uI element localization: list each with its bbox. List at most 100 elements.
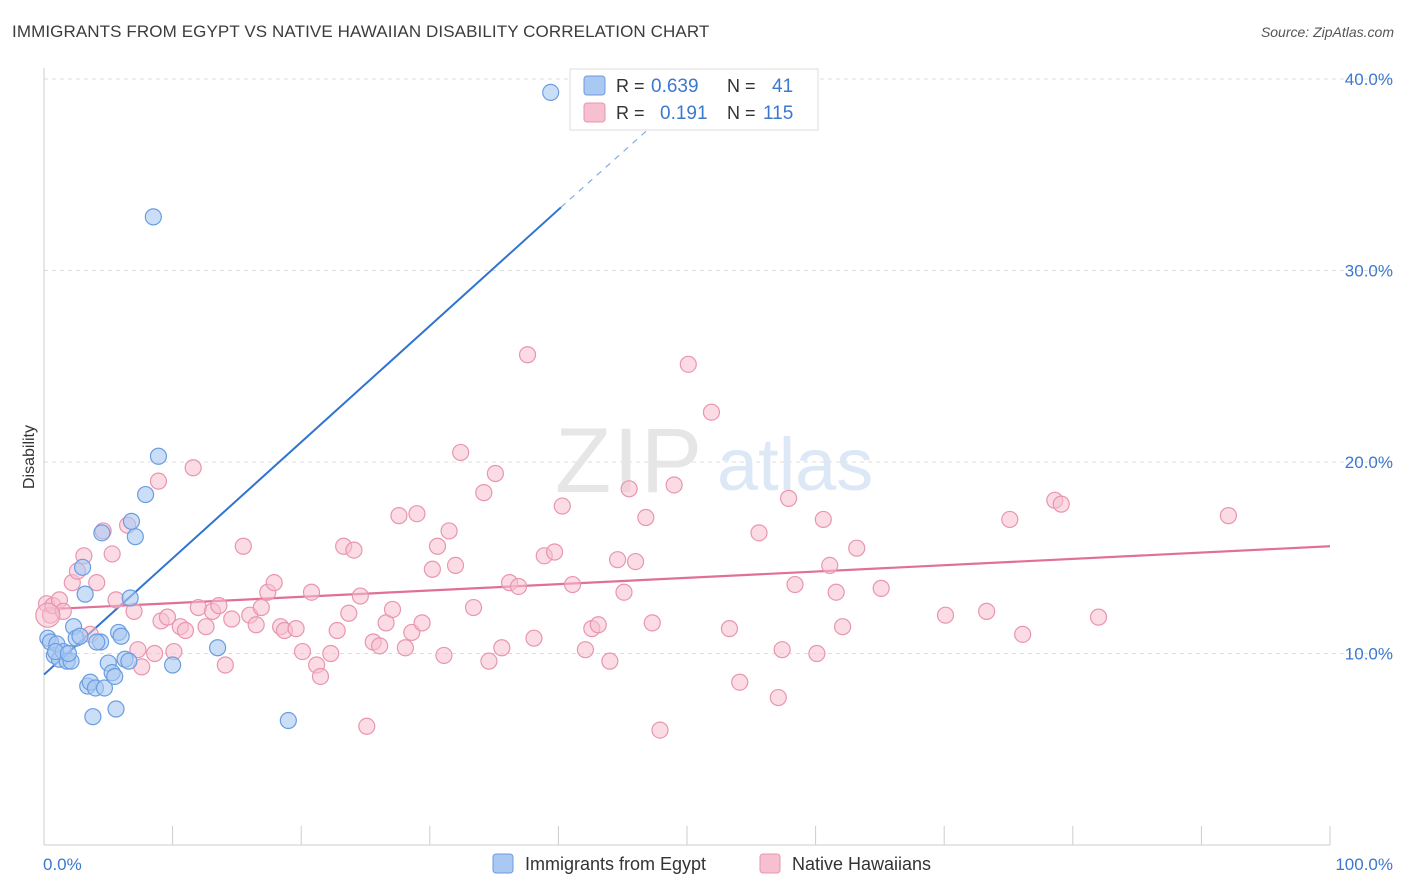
- egypt-point: [106, 667, 124, 686]
- legend: Immigrants from Egypt Native Hawaiians: [492, 853, 931, 874]
- hawaiians-point: [493, 639, 511, 657]
- egypt-point: [144, 208, 162, 226]
- hawaiians-point: [440, 522, 458, 540]
- hawaiians-point: [358, 717, 376, 735]
- egypt-point: [71, 627, 89, 645]
- hawaiians-point: [731, 673, 749, 691]
- hawaiians-point: [428, 537, 447, 555]
- hawaiians-point: [553, 497, 571, 515]
- hawaiians-point: [936, 606, 955, 624]
- hawaiians-point: [525, 629, 543, 647]
- egypt-point: [279, 711, 297, 730]
- native-hawaiians-points: [35, 346, 1238, 739]
- hawaiians-point: [265, 574, 283, 592]
- egypt-point: [149, 447, 168, 465]
- hawaiians-point: [247, 616, 265, 634]
- watermark: ZIP atlas: [555, 410, 873, 512]
- hawaiians-point: [750, 524, 768, 542]
- egypt-point: [73, 558, 92, 576]
- egypt-point: [209, 639, 227, 657]
- hawaiians-point: [620, 480, 638, 498]
- stats-n-label-2: N =: [727, 103, 756, 123]
- hawaiians-point: [486, 464, 504, 483]
- egypt-point: [120, 652, 138, 670]
- hawaiians-point: [589, 616, 607, 634]
- hawaiians-point: [821, 556, 839, 575]
- stats-r-label-1: R =: [616, 76, 645, 96]
- hawaiians-point: [184, 459, 202, 477]
- egypt-point: [122, 512, 141, 530]
- hawaiians-point: [446, 556, 465, 575]
- hawaiians-point: [1089, 608, 1108, 626]
- x-tick-label-max: 100.0%: [1335, 855, 1393, 874]
- hawaiians-point: [608, 551, 627, 569]
- stats-swatch-pink: [583, 102, 606, 123]
- hawaiians-point: [773, 641, 791, 659]
- stats-n-label-1: N =: [727, 76, 756, 96]
- hawaiians-point: [371, 637, 389, 655]
- egypt-point: [76, 585, 94, 603]
- hawaiians-point: [643, 614, 661, 632]
- hawaiians-point: [1052, 495, 1070, 513]
- hawaiians-point: [423, 560, 441, 578]
- hawaiians-point: [311, 667, 330, 686]
- hawaiians-point: [345, 541, 363, 559]
- egypt-trend-extension: [560, 126, 652, 208]
- hawaiians-point: [464, 598, 483, 617]
- hawaiians-point: [679, 355, 697, 373]
- egypt-point: [136, 485, 155, 504]
- hawaiians-point: [480, 652, 498, 670]
- egypt-point: [121, 589, 139, 607]
- source-note: Source: ZipAtlas.com: [1260, 24, 1394, 40]
- y-tick-label: 30.0%: [1345, 262, 1393, 281]
- hawaiians-point: [769, 688, 787, 707]
- y-tick-label: 20.0%: [1345, 453, 1393, 472]
- hawaiians-point: [216, 656, 234, 674]
- legend-label-egypt[interactable]: Immigrants from Egypt: [525, 854, 706, 874]
- egypt-point: [93, 524, 111, 542]
- stats-n-value-2: 115: [763, 103, 793, 124]
- legend-swatch-egypt[interactable]: [492, 853, 514, 874]
- hawaiians-point: [626, 552, 645, 571]
- hawaiians-point: [601, 652, 619, 670]
- hawaiians-point: [158, 608, 177, 626]
- hawaiians-trend-line: [43, 545, 1331, 611]
- legend-label-hawaiians[interactable]: Native Hawaiians: [792, 854, 931, 874]
- hawaiians-point: [576, 641, 595, 659]
- chart-title: IMMIGRANTS FROM EGYPT VS NATIVE HAWAIIAN…: [12, 22, 710, 41]
- hawaiians-point: [872, 579, 890, 597]
- hawaiians-point: [328, 621, 346, 640]
- hawaiians-point: [720, 620, 739, 638]
- hawaiians-point: [827, 583, 845, 601]
- hawaiians-point: [1219, 507, 1238, 525]
- hawaiians-point: [322, 644, 340, 663]
- trend-lines: [43, 126, 1331, 676]
- y-tick-label: 10.0%: [1345, 645, 1393, 664]
- x-tick-label-min: 0.0%: [43, 855, 82, 874]
- egypt-point: [164, 656, 182, 674]
- hawaiians-point: [452, 443, 470, 462]
- hawaiians-point: [223, 610, 241, 628]
- hawaiians-point: [107, 591, 125, 609]
- hawaiians-point: [848, 539, 866, 557]
- stats-r-label-2: R =: [616, 103, 645, 123]
- legend-swatch-hawaiians[interactable]: [759, 853, 781, 874]
- hawaiians-point: [383, 600, 402, 619]
- hawaiians-point: [129, 641, 147, 659]
- y-axis-label: Disability: [21, 425, 38, 489]
- hawaiians-point: [779, 489, 798, 507]
- hawaiians-point: [88, 574, 106, 592]
- hawaiians-point: [103, 545, 121, 563]
- hawaiians-point: [1014, 625, 1032, 643]
- hawaiians-point: [435, 646, 453, 665]
- hawaiians-point: [176, 621, 195, 640]
- hawaiians-point: [390, 507, 408, 525]
- hawaiians-point: [413, 614, 431, 632]
- hawaiians-point: [1001, 510, 1019, 529]
- stats-n-value-1: 41: [772, 76, 793, 97]
- hawaiians-point: [145, 644, 164, 663]
- y-tick-label: 40.0%: [1345, 70, 1393, 89]
- egypt-point: [59, 644, 78, 663]
- hawaiians-point: [293, 642, 312, 661]
